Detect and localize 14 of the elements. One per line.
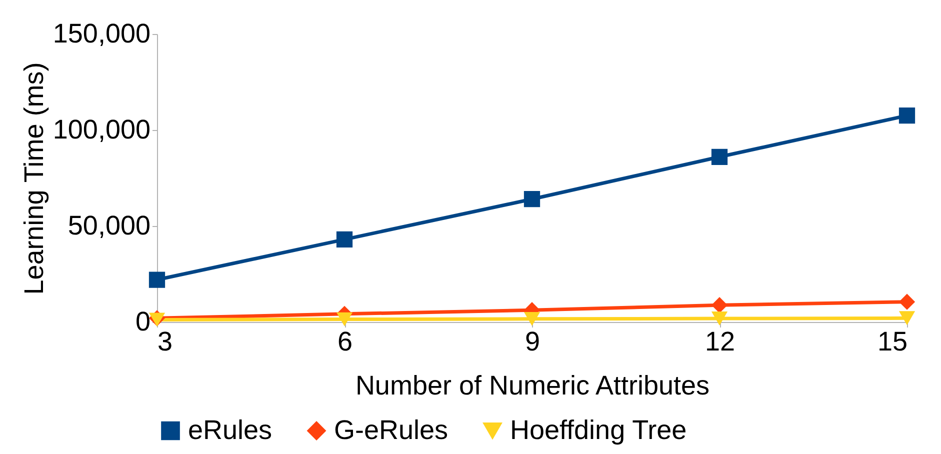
y-axis-title: Learning Time (ms): [18, 62, 49, 295]
x-axis-title: Number of Numeric Attributes: [355, 370, 710, 400]
x-tick-label: 9: [524, 326, 540, 356]
legend-label: G-eRules: [334, 414, 448, 445]
y-tick-label: 100,000: [52, 114, 150, 144]
x-tick-label: 3: [158, 326, 173, 356]
x-tick-label: 6: [337, 326, 353, 356]
x-tick-label: 12: [704, 326, 736, 356]
legend-label: eRules: [188, 414, 272, 445]
legend-label: Hoeffding Tree: [510, 414, 687, 445]
y-tick-label: 0: [135, 306, 150, 336]
y-tick-label: 50,000: [68, 210, 150, 240]
y-tick-label: 150,000: [52, 18, 150, 48]
x-tick-label: 15: [877, 326, 908, 356]
